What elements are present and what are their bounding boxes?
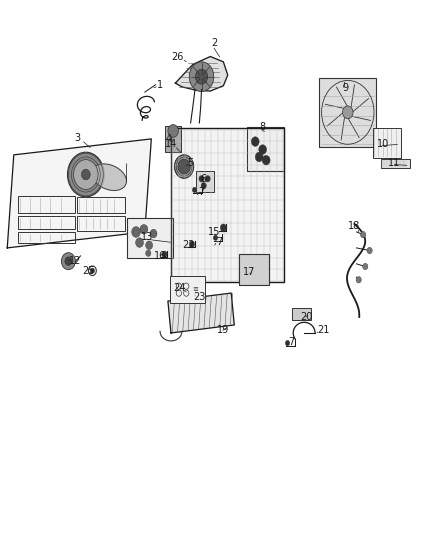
- Text: 19: 19: [217, 325, 230, 335]
- Circle shape: [150, 229, 157, 238]
- Text: 5: 5: [187, 158, 194, 168]
- Text: 17: 17: [244, 267, 256, 277]
- Circle shape: [140, 224, 148, 234]
- Text: ≡: ≡: [192, 286, 198, 292]
- Polygon shape: [168, 293, 234, 333]
- Polygon shape: [175, 56, 228, 91]
- Polygon shape: [7, 139, 151, 248]
- Bar: [239, 254, 269, 285]
- Text: 7: 7: [216, 237, 222, 247]
- Bar: [18, 232, 75, 243]
- Text: 10: 10: [377, 139, 389, 149]
- Bar: [18, 216, 75, 229]
- Circle shape: [162, 251, 167, 257]
- Circle shape: [192, 187, 197, 192]
- Text: 18: 18: [348, 221, 360, 231]
- Bar: [319, 78, 376, 147]
- Text: 9: 9: [343, 83, 349, 93]
- Text: 3: 3: [74, 133, 80, 143]
- Text: 7: 7: [288, 337, 294, 347]
- Text: 22: 22: [182, 240, 194, 250]
- Text: 8: 8: [260, 122, 266, 132]
- Circle shape: [74, 160, 98, 189]
- Text: 6: 6: [201, 174, 207, 184]
- Text: 2: 2: [212, 38, 218, 48]
- Text: 15: 15: [208, 227, 221, 237]
- Circle shape: [356, 277, 361, 283]
- Circle shape: [67, 152, 104, 197]
- Bar: [77, 216, 125, 231]
- Circle shape: [146, 250, 151, 256]
- Circle shape: [136, 238, 144, 247]
- Circle shape: [195, 69, 208, 84]
- Circle shape: [255, 152, 263, 162]
- Circle shape: [178, 159, 190, 174]
- Bar: [77, 197, 125, 213]
- Text: 21: 21: [318, 325, 330, 335]
- Bar: [247, 127, 285, 171]
- Bar: [292, 308, 311, 320]
- Text: 25: 25: [82, 266, 94, 276]
- Circle shape: [81, 169, 90, 180]
- Bar: [170, 276, 205, 303]
- Circle shape: [132, 227, 141, 237]
- Text: 23: 23: [193, 292, 205, 302]
- Circle shape: [168, 125, 178, 138]
- Text: 11: 11: [388, 158, 400, 168]
- Bar: [127, 218, 173, 258]
- Circle shape: [363, 263, 368, 270]
- Circle shape: [360, 231, 366, 238]
- Text: 12: 12: [69, 256, 81, 266]
- Circle shape: [65, 257, 72, 265]
- Circle shape: [205, 175, 210, 182]
- Circle shape: [90, 268, 95, 273]
- Polygon shape: [92, 164, 127, 190]
- Circle shape: [213, 235, 218, 240]
- Circle shape: [61, 253, 75, 270]
- Circle shape: [146, 241, 152, 249]
- Text: 26: 26: [171, 52, 184, 61]
- Circle shape: [259, 145, 267, 155]
- Circle shape: [199, 175, 204, 182]
- Circle shape: [201, 182, 206, 189]
- Bar: [165, 126, 181, 152]
- Text: 7: 7: [198, 187, 205, 197]
- Text: 24: 24: [173, 283, 186, 293]
- Text: 13: 13: [141, 232, 153, 243]
- Circle shape: [174, 155, 194, 178]
- Circle shape: [189, 241, 194, 247]
- Bar: [373, 128, 401, 158]
- Text: 14: 14: [165, 139, 177, 149]
- Bar: [381, 159, 410, 168]
- Circle shape: [286, 341, 290, 346]
- Circle shape: [251, 137, 259, 147]
- Text: 20: 20: [300, 312, 312, 322]
- Circle shape: [367, 247, 372, 254]
- Circle shape: [189, 62, 214, 92]
- Bar: [18, 196, 75, 213]
- Circle shape: [220, 224, 226, 231]
- Text: 4: 4: [166, 134, 172, 144]
- Circle shape: [262, 156, 270, 165]
- Text: 1: 1: [157, 80, 163, 90]
- Polygon shape: [171, 128, 285, 282]
- Text: 16: 16: [154, 251, 166, 261]
- Bar: [196, 171, 214, 192]
- Circle shape: [343, 106, 353, 119]
